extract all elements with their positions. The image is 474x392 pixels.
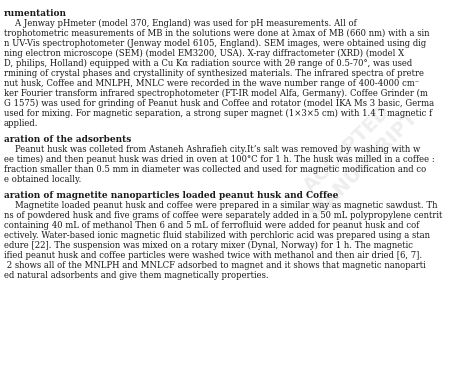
Text: applied.: applied. [4, 118, 38, 127]
Text: 2 shows all of the MNLPH and MNLCF adsorbed to magnet and it shows that magnetic: 2 shows all of the MNLPH and MNLCF adsor… [4, 261, 426, 270]
Text: trophotometric measurements of MB in the solutions were done at λmax of MB (660 : trophotometric measurements of MB in the… [4, 29, 429, 38]
Text: used for mixing. For magnetic separation, a strong super magnet (1×3×5 cm) with : used for mixing. For magnetic separation… [4, 109, 432, 118]
Text: rmining of crystal phases and crystallinity of synthesized materials. The infrar: rmining of crystal phases and crystallin… [4, 69, 424, 78]
Text: edure [22]. The suspension was mixed on a rotary mixer (Dynal, Norway) for 1 h. : edure [22]. The suspension was mixed on … [4, 241, 413, 250]
Text: ed natural adsorbents and give them magnetically properties.: ed natural adsorbents and give them magn… [4, 270, 268, 279]
Text: n UV-Vis spectrophotometer (Jenway model 6105, England). SEM images, were obtain: n UV-Vis spectrophotometer (Jenway model… [4, 39, 426, 48]
Text: ified peanut husk and coffee particles were washed twice with methanol and then : ified peanut husk and coffee particles w… [4, 250, 422, 260]
Text: aration of magnetite nanoparticles loaded peanut husk and Coffee: aration of magnetite nanoparticles loade… [4, 191, 338, 200]
Text: e obtained locally.: e obtained locally. [4, 174, 81, 183]
Text: aration of the adsorbents: aration of the adsorbents [4, 134, 131, 143]
Text: ns of powdered husk and five grams of coffee were separately added in a 50 mL po: ns of powdered husk and five grams of co… [4, 211, 442, 220]
Text: Peanut husk was colleted from Astaneh Ashrafieh city.It’s salt was removed by wa: Peanut husk was colleted from Astaneh As… [4, 145, 420, 154]
Text: D, philips, Holland) equipped with a Cu Kα radiation source with 2θ range of 0.5: D, philips, Holland) equipped with a Cu … [4, 58, 412, 68]
Text: ee times) and then peanut husk was dried in oven at 100°C for 1 h. The husk was : ee times) and then peanut husk was dried… [4, 154, 435, 164]
Text: nut husk, Coffee and MNLPH, MNLC were recorded in the wave number range of 400-4: nut husk, Coffee and MNLPH, MNLC were re… [4, 78, 419, 87]
Text: ectively. Water-based ionic magnetic fluid stabilized with perchloric acid was p: ectively. Water-based ionic magnetic flu… [4, 230, 430, 240]
Text: A Jenway pHmeter (model 370, England) was used for pH measurements. All of: A Jenway pHmeter (model 370, England) wa… [4, 19, 356, 28]
Text: ning electron microscope (SEM) (model EM3200, USA). X-ray diffractometer (XRD) (: ning electron microscope (SEM) (model EM… [4, 49, 404, 58]
Text: Magnetite loaded peanut husk and coffee were prepared in a similar way as magnet: Magnetite loaded peanut husk and coffee … [4, 201, 438, 210]
Text: G 1575) was used for grinding of Peanut husk and Coffee and rotator (model IKA M: G 1575) was used for grinding of Peanut … [4, 98, 434, 108]
Text: containing 40 mL of methanol Then 6 and 5 mL of ferrofluid were added for peanut: containing 40 mL of methanol Then 6 and … [4, 221, 419, 230]
Text: ACCEPTED
MANUSCRIPT: ACCEPTED MANUSCRIPT [290, 91, 421, 222]
Text: ker Fourier transform infrared spectrophotometer (FT-IR model Alfa, Germany). Co: ker Fourier transform infrared spectroph… [4, 89, 428, 98]
Text: rumentation: rumentation [4, 9, 67, 18]
Text: fraction smaller than 0.5 mm in diameter was collected and used for magnetic mod: fraction smaller than 0.5 mm in diameter… [4, 165, 426, 174]
